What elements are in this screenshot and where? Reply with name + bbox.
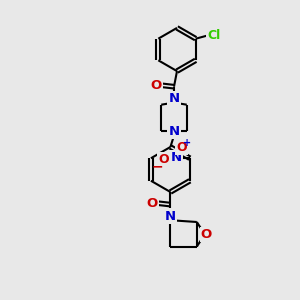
Text: O: O — [150, 79, 162, 92]
Text: Cl: Cl — [207, 29, 220, 42]
Text: N: N — [165, 209, 176, 223]
Text: N: N — [168, 124, 180, 138]
Text: −: − — [152, 159, 163, 173]
Text: O: O — [158, 153, 169, 166]
Text: +: + — [183, 138, 191, 148]
Text: O: O — [176, 141, 187, 154]
Text: N: N — [168, 92, 180, 105]
Text: N: N — [171, 151, 182, 164]
Text: O: O — [147, 196, 158, 210]
Text: O: O — [201, 228, 212, 241]
